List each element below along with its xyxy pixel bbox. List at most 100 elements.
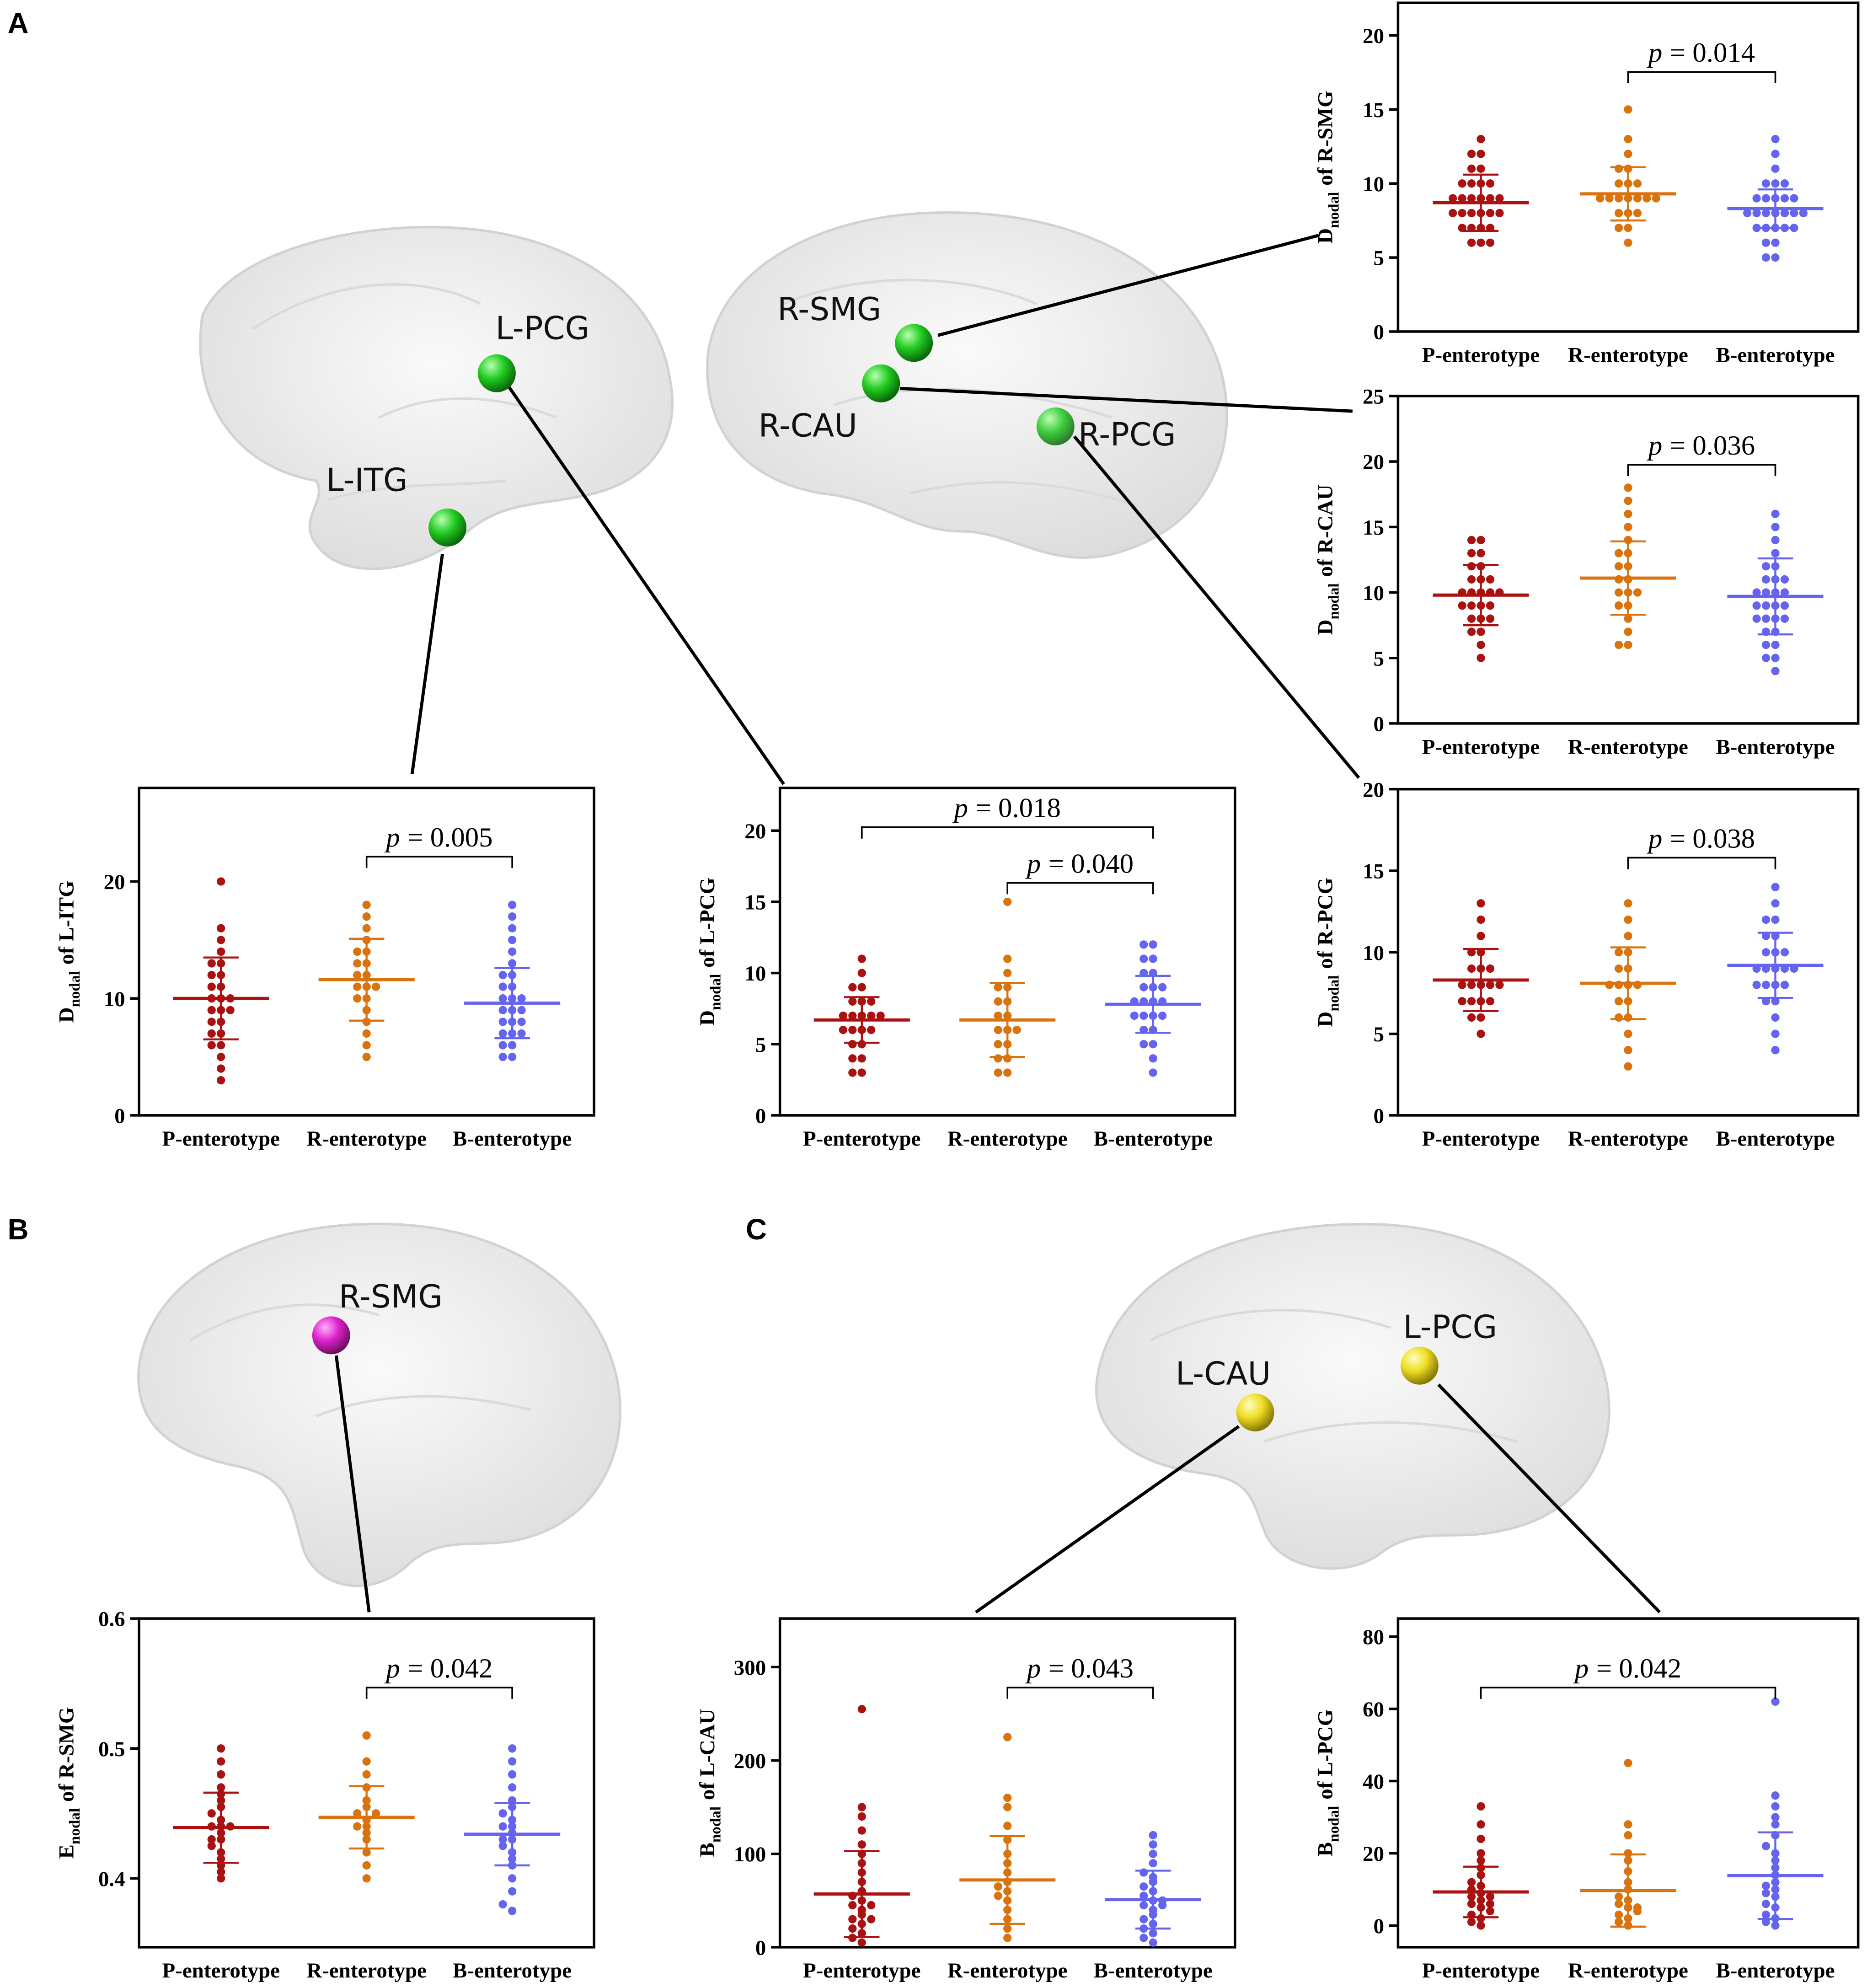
data-point bbox=[1614, 549, 1623, 557]
data-point bbox=[1761, 997, 1771, 1006]
y-tick-label: 15 bbox=[1363, 516, 1384, 540]
data-point bbox=[1449, 209, 1457, 218]
data-point bbox=[1624, 150, 1632, 158]
data-point bbox=[1467, 536, 1476, 545]
data-point bbox=[1614, 1892, 1623, 1901]
data-point bbox=[857, 1705, 866, 1714]
node-sphere bbox=[1400, 1346, 1439, 1385]
data-point bbox=[1771, 1697, 1780, 1706]
data-point bbox=[1486, 238, 1495, 247]
data-point bbox=[1614, 1013, 1623, 1022]
connector bbox=[1437, 1383, 1661, 1613]
data-point bbox=[1486, 1907, 1495, 1915]
data-point bbox=[217, 936, 225, 944]
data-point bbox=[1139, 1040, 1148, 1049]
data-point bbox=[857, 954, 866, 963]
data-point bbox=[1761, 981, 1771, 989]
y-label-subscript: nodal bbox=[1325, 975, 1342, 1011]
x-tick-label: P-enterotype bbox=[803, 1127, 920, 1151]
data-point bbox=[1780, 601, 1789, 610]
data-point bbox=[1476, 536, 1485, 545]
x-tick-label: R-enterotype bbox=[1568, 735, 1688, 759]
y-tick-label: 40 bbox=[1363, 1770, 1384, 1794]
data-point bbox=[1003, 1733, 1012, 1742]
data-point bbox=[353, 1822, 362, 1831]
data-point bbox=[1752, 981, 1761, 989]
data-point bbox=[1139, 940, 1148, 949]
data-point bbox=[217, 1744, 225, 1753]
data-point bbox=[508, 924, 517, 932]
data-point bbox=[1003, 1068, 1012, 1077]
y-tick-label: 0.4 bbox=[98, 1867, 125, 1891]
data-point bbox=[508, 947, 517, 956]
data-point bbox=[508, 959, 517, 968]
data-point bbox=[1476, 134, 1485, 144]
data-point bbox=[217, 1076, 225, 1085]
significance-bracket bbox=[365, 856, 513, 868]
data-point bbox=[207, 1018, 216, 1026]
data-point bbox=[1761, 562, 1771, 571]
data-point bbox=[857, 1812, 866, 1821]
data-point bbox=[1780, 981, 1789, 989]
data-point bbox=[1614, 1910, 1623, 1919]
data-point bbox=[362, 1052, 371, 1061]
y-tick-label: 25 bbox=[1363, 385, 1384, 409]
data-point bbox=[1624, 899, 1632, 908]
connector bbox=[900, 386, 1353, 413]
data-point bbox=[1486, 1899, 1495, 1908]
data-point bbox=[1780, 179, 1789, 188]
data-point bbox=[1743, 209, 1752, 218]
data-point bbox=[226, 1006, 235, 1014]
p-symbol: p bbox=[1025, 848, 1041, 879]
data-point bbox=[1761, 614, 1771, 623]
data-point bbox=[1614, 640, 1623, 649]
y-label-symbol: D bbox=[695, 1010, 719, 1026]
y-axis-label: Enodal of R-SMG bbox=[54, 1707, 83, 1859]
x-tick-label: B-enterotype bbox=[453, 1959, 572, 1983]
p-value: p = 0.036 bbox=[1647, 430, 1755, 461]
data-point bbox=[498, 1835, 507, 1844]
x-tick-label: B-enterotype bbox=[1716, 1127, 1835, 1151]
data-point bbox=[207, 982, 216, 991]
data-point bbox=[1476, 238, 1485, 247]
panel-label: A bbox=[8, 7, 29, 40]
data-point bbox=[1495, 981, 1504, 989]
y-tick-label: 0 bbox=[1374, 1104, 1385, 1128]
node-label: R-CAU bbox=[759, 407, 857, 444]
node-label: R-PCG bbox=[1078, 417, 1176, 453]
data-point bbox=[1476, 1802, 1485, 1811]
p-value: p = 0.018 bbox=[952, 793, 1061, 824]
data-point bbox=[1633, 1903, 1642, 1912]
p-text: = 0.043 bbox=[1049, 1653, 1134, 1684]
data-point bbox=[1771, 1791, 1780, 1800]
y-label-subscript: nodal bbox=[1325, 1806, 1342, 1842]
data-point bbox=[207, 1835, 216, 1844]
data-point bbox=[1771, 1029, 1780, 1038]
data-point bbox=[867, 1915, 876, 1924]
data-point bbox=[1467, 549, 1476, 557]
y-label-text: of L-PCG bbox=[695, 878, 719, 968]
data-point bbox=[1476, 1013, 1485, 1022]
data-point bbox=[1624, 1820, 1632, 1829]
data-point bbox=[1476, 164, 1485, 173]
data-point bbox=[1605, 194, 1614, 203]
p-text: = 0.042 bbox=[1596, 1653, 1681, 1684]
y-tick-label: 80 bbox=[1363, 1625, 1384, 1649]
y-tick-label: 0 bbox=[755, 1936, 766, 1960]
data-point bbox=[353, 959, 362, 968]
p-value: p = 0.042 bbox=[1573, 1653, 1681, 1684]
y-label-text: of R-SMG bbox=[54, 1707, 78, 1802]
data-point bbox=[1486, 194, 1495, 203]
x-tick-label: B-enterotype bbox=[1716, 735, 1835, 759]
data-point bbox=[1771, 509, 1780, 518]
data-point bbox=[353, 994, 362, 1003]
y-label-symbol: D bbox=[1314, 228, 1337, 244]
data-point bbox=[994, 1040, 1002, 1049]
x-tick-label: B-enterotype bbox=[1716, 343, 1835, 367]
data-point bbox=[848, 983, 857, 991]
data-point bbox=[1467, 575, 1476, 584]
data-point bbox=[207, 1029, 216, 1038]
data-point bbox=[1752, 224, 1761, 232]
y-tick-label: 20 bbox=[1363, 450, 1384, 474]
data-point bbox=[498, 970, 507, 980]
